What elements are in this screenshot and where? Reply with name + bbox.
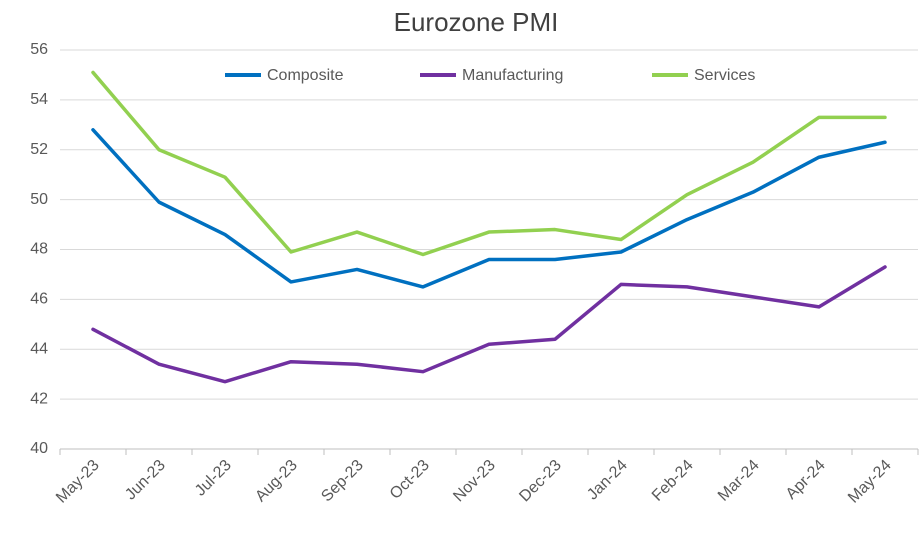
x-tick-label: Dec-23 — [516, 457, 565, 506]
y-tick-label: 42 — [30, 390, 48, 407]
legend-label: Composite — [267, 67, 344, 84]
x-tick-label: Feb-24 — [649, 457, 697, 505]
series-line — [91, 128, 887, 289]
series-line — [91, 265, 887, 384]
x-tick-label: Oct-23 — [387, 457, 433, 503]
legend-label: Services — [694, 67, 755, 84]
x-tick-label: Nov-23 — [450, 457, 499, 506]
x-tick-label: Jan-24 — [584, 457, 631, 504]
y-tick-label: 48 — [30, 241, 48, 258]
x-tick-label: Sep-23 — [318, 457, 367, 506]
x-tick-label: Mar-24 — [715, 457, 763, 505]
legend-label: Manufacturing — [462, 67, 563, 84]
y-tick-label: 52 — [30, 141, 48, 158]
y-tick-label: 46 — [30, 291, 48, 308]
chart-title: Eurozone PMI — [394, 7, 559, 37]
y-tick-label: 56 — [30, 41, 48, 58]
y-tick-label: 40 — [30, 440, 48, 457]
x-tick-label: May-24 — [845, 457, 895, 507]
x-tick-label: Apr-24 — [783, 457, 829, 503]
x-tick-label: Jul-23 — [192, 457, 235, 500]
x-tick-label: Aug-23 — [252, 457, 301, 506]
y-tick-label: 54 — [30, 91, 48, 108]
y-tick-label: 44 — [30, 340, 48, 357]
x-tick-label: May-23 — [53, 457, 103, 507]
series-line — [91, 70, 887, 257]
x-tick-label: Jun-23 — [122, 457, 169, 504]
y-tick-label: 50 — [30, 191, 48, 208]
